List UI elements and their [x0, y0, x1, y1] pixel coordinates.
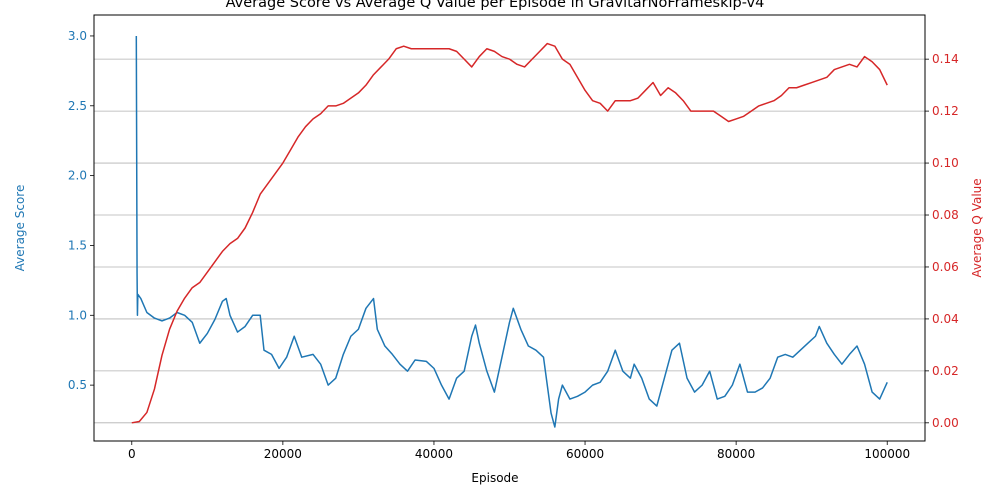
- series-line-average-score: [135, 35, 888, 428]
- series-layer: [131, 35, 888, 428]
- right-tick-label-1: 0.02: [932, 364, 959, 378]
- right-tick-label-7: 0.14: [932, 52, 959, 66]
- left-tick-label-2: 1.5: [68, 238, 87, 252]
- x-tick-label-2: 40000: [415, 447, 453, 461]
- left-tick-label-3: 2.0: [68, 169, 87, 183]
- left-tick-label-1: 1.0: [68, 308, 87, 322]
- series-line-average-q-value: [131, 42, 888, 424]
- right-tick-label-6: 0.12: [932, 104, 959, 118]
- right-axis-label: Average Q Value: [970, 178, 984, 277]
- right-tick-label-5: 0.10: [932, 156, 959, 170]
- x-tick-label-5: 100000: [864, 447, 910, 461]
- grid-lines: [94, 58, 925, 424]
- x-tick-label-4: 80000: [717, 447, 755, 461]
- left-tick-label-5: 3.0: [68, 29, 87, 43]
- x-axis: 0 20000 40000 60000 80000 100000: [128, 441, 910, 461]
- left-tick-label-0: 0.5: [68, 378, 87, 392]
- x-tick-label-1: 20000: [264, 447, 302, 461]
- x-tick-label-3: 60000: [566, 447, 604, 461]
- x-tick-label-0: 0: [128, 447, 136, 461]
- left-axis-label: Average Score: [13, 185, 27, 272]
- left-tick-label-4: 2.5: [68, 99, 87, 113]
- chart-title: Average Score vs Average Q Value per Epi…: [226, 0, 765, 11]
- right-tick-label-0: 0.00: [932, 416, 959, 430]
- left-y-axis: 0.5 1.0 1.5 2.0 2.5 3.0: [68, 29, 94, 392]
- right-tick-label-4: 0.08: [932, 208, 959, 222]
- right-tick-label-2: 0.04: [932, 312, 959, 326]
- right-tick-label-3: 0.06: [932, 260, 959, 274]
- right-y-axis: 0.00 0.02 0.04 0.06 0.08 0.10 0.12 0.14: [925, 52, 959, 430]
- plot-frame: [93, 14, 926, 442]
- x-axis-label: Episode: [471, 471, 518, 485]
